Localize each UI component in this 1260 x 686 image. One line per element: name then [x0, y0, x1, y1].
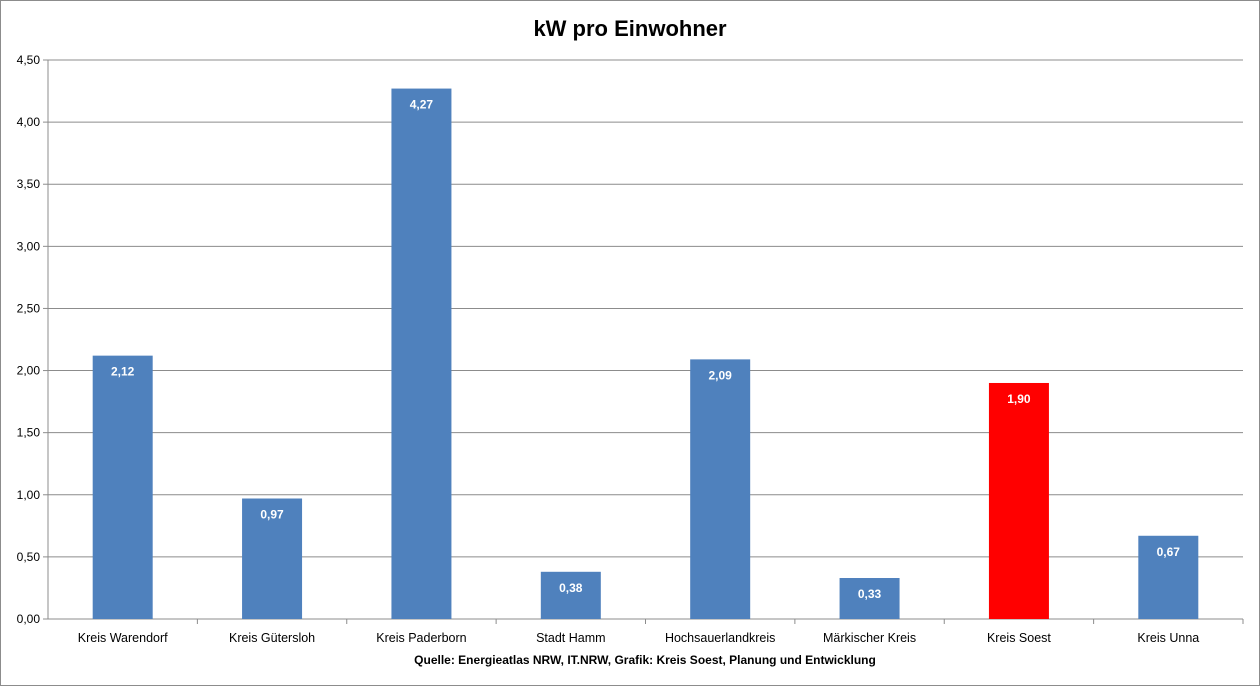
bar-value-label: 4,27 [410, 98, 434, 112]
bar-value-label: 0,67 [1157, 545, 1181, 559]
category-label: Kreis Gütersloh [229, 631, 315, 645]
bar-value-label: 2,12 [111, 365, 135, 379]
category-label: Kreis Warendorf [78, 631, 168, 645]
category-label: Kreis Soest [987, 631, 1051, 645]
y-tick-label: 3,50 [17, 177, 41, 191]
bar-value-label: 0,33 [858, 587, 882, 601]
bar [988, 382, 1049, 619]
bar [540, 571, 601, 619]
y-tick-label: 1,50 [17, 426, 41, 440]
gridlines [48, 59, 1243, 558]
bars [92, 88, 1199, 620]
y-tick-label: 0,50 [17, 550, 41, 564]
bar [92, 355, 153, 619]
bar-value-label: 2,09 [709, 368, 733, 382]
y-tick-label: 0,00 [17, 612, 41, 626]
data-labels: 2,12 0,97 4,27 0,38 2,09 0,33 1,90 0,67 [111, 98, 1180, 601]
bar [242, 498, 303, 619]
category-label: Kreis Paderborn [376, 631, 466, 645]
y-tick-label: 1,00 [17, 488, 41, 502]
bar-value-label: 0,97 [260, 508, 284, 522]
bar [1138, 535, 1199, 619]
chart-title: kW pro Einwohner [533, 16, 727, 41]
bar-value-label: 1,90 [1007, 392, 1031, 406]
y-tick-label: 2,00 [17, 364, 41, 378]
x-axis-categories: Kreis Warendorf Kreis Gütersloh Kreis Pade… [78, 631, 1200, 645]
category-label: Märkischer Kreis [823, 631, 916, 645]
source-note: Quelle: Energieatlas NRW, IT.NRW, Grafik… [414, 653, 876, 667]
bar-value-label: 0,38 [559, 581, 583, 595]
bar [391, 88, 452, 620]
y-tick-label: 3,00 [17, 239, 41, 253]
bar [690, 359, 751, 619]
y-tick-label: 4,50 [17, 53, 41, 67]
y-tick-label: 4,00 [17, 115, 41, 129]
category-label: Kreis Unna [1137, 631, 1199, 645]
bar [839, 578, 900, 619]
y-tick-label: 2,50 [17, 301, 41, 315]
y-axis-ticks: 0,00 0,50 1,00 1,50 2,00 2,50 3,00 3,50 4,00 4,50 [17, 53, 41, 626]
category-label: Hochsauerlandkreis [665, 631, 775, 645]
axes [43, 59, 1244, 624]
category-label: Stadt Hamm [536, 631, 605, 645]
